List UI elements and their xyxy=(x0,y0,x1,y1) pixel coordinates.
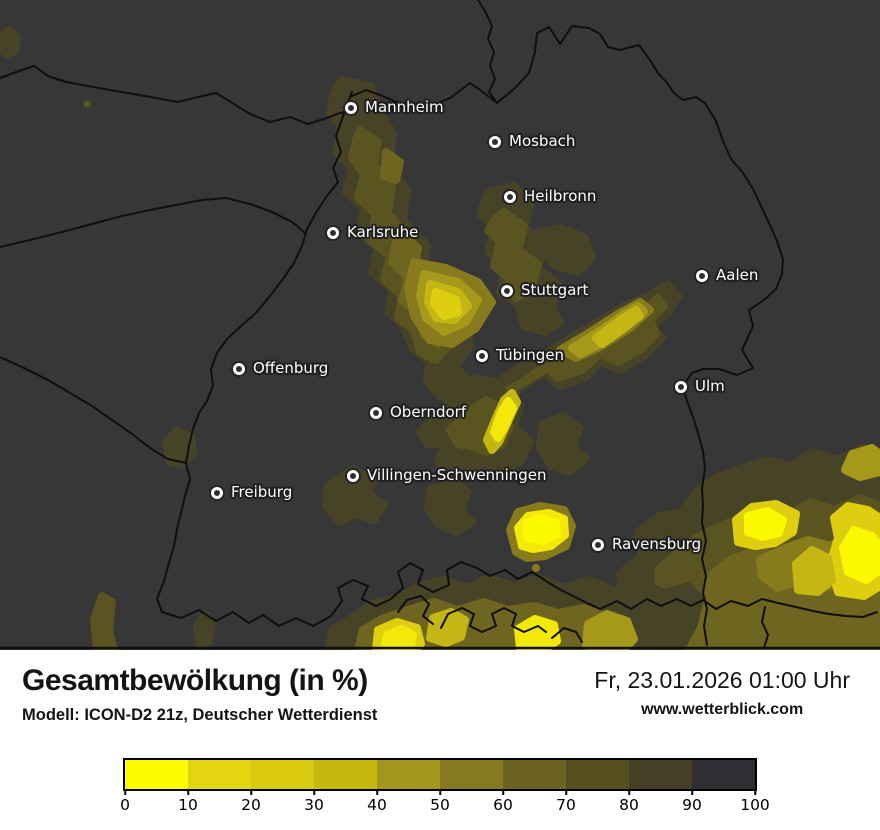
city-marker: Ravensburg xyxy=(592,537,701,552)
city-marker: Stuttgart xyxy=(501,283,588,298)
legend-tick-label: 10 xyxy=(178,796,198,814)
city-dot-icon xyxy=(504,190,516,203)
legend-tick-label: 80 xyxy=(619,796,639,814)
map-borders xyxy=(0,0,880,650)
city-label: Mosbach xyxy=(509,132,576,150)
legend-segment xyxy=(377,760,440,789)
city-dot-icon xyxy=(345,101,357,114)
legend-tickmark xyxy=(376,791,378,795)
city-dot-icon xyxy=(675,380,687,393)
city-dot-icon xyxy=(370,406,382,419)
city-label: Tübingen xyxy=(496,346,565,364)
city-label: Aalen xyxy=(716,266,759,284)
city-marker: Freiburg xyxy=(211,485,292,500)
legend-segment xyxy=(125,760,188,789)
city-label: Mannheim xyxy=(365,98,444,116)
city-label: Ravensburg xyxy=(612,535,702,553)
city-label: Freiburg xyxy=(231,483,293,501)
legend-tick-label: 60 xyxy=(493,796,513,814)
city-dot-icon xyxy=(501,284,513,297)
city-label: Karlsruhe xyxy=(347,223,419,241)
city-label: Offenburg xyxy=(253,359,329,377)
legend-tickmark xyxy=(628,791,630,795)
legend-tick-label: 90 xyxy=(682,796,702,814)
city-marker: Heilbronn xyxy=(504,189,596,204)
city-label: Ulm xyxy=(695,377,725,395)
city-marker: Ulm xyxy=(675,379,725,394)
city-marker: Mannheim xyxy=(345,100,444,115)
legend-segment xyxy=(440,760,503,789)
city-dot-icon xyxy=(489,135,501,148)
city-dot-icon xyxy=(696,269,708,282)
legend-segment xyxy=(188,760,251,789)
legend-tick-label: 0 xyxy=(120,796,130,814)
model-info: Modell: ICON-D2 21z, Deutscher Wetterdie… xyxy=(22,706,378,724)
city-marker: Villingen-Schwenningen xyxy=(347,468,547,483)
page-title: Gesamtbewölkung (in %) xyxy=(22,664,368,697)
legend-tick-label: 100 xyxy=(740,796,770,814)
city-marker: Karlsruhe xyxy=(327,225,418,240)
city-dot-icon xyxy=(347,469,359,482)
city-label: Heilbronn xyxy=(524,187,597,205)
city-label: Oberndorf xyxy=(390,403,467,421)
legend-tick-label: 20 xyxy=(241,796,261,814)
legend-tickmark xyxy=(502,791,504,795)
legend-segment xyxy=(692,760,755,789)
legend-tickmark xyxy=(754,791,756,795)
legend-ticks: 0 10 20 30 40 50 60 70 80 90 100 xyxy=(120,791,770,817)
legend-tick-label: 50 xyxy=(430,796,450,814)
legend-tickmark xyxy=(187,791,189,795)
city-dot-icon xyxy=(592,538,604,551)
legend-tickmark xyxy=(439,791,441,795)
legend-tickmark xyxy=(250,791,252,795)
website-url: www.wetterblick.com xyxy=(641,701,804,718)
city-marker: Oberndorf xyxy=(370,405,466,420)
city-dot-icon xyxy=(327,226,339,239)
city-dot-icon xyxy=(476,349,488,362)
city-label: Villingen-Schwenningen xyxy=(367,466,547,484)
legend-tickmark xyxy=(565,791,567,795)
city-marker: Tübingen xyxy=(476,348,564,363)
footer: Gesamtbewölkung (in %) Modell: ICON-D2 2… xyxy=(0,650,880,830)
cloud-cover-layer xyxy=(0,0,880,650)
city-marker: Mosbach xyxy=(489,134,575,149)
legend-segment xyxy=(314,760,377,789)
legend-tick-label: 70 xyxy=(556,796,576,814)
weather-map: Mannheim Mosbach Heilbronn Karlsruhe Aalen St… xyxy=(0,0,880,650)
legend-segment xyxy=(629,760,692,789)
legend-bar xyxy=(123,758,757,791)
city-marker: Aalen xyxy=(696,268,758,283)
legend-tick-label: 30 xyxy=(304,796,324,814)
city-dot-icon xyxy=(233,362,245,375)
legend-tickmark xyxy=(313,791,315,795)
city-marker: Offenburg xyxy=(233,361,328,376)
legend-segment xyxy=(566,760,629,789)
legend-tick-label: 40 xyxy=(367,796,387,814)
legend-segment xyxy=(251,760,314,789)
forecast-datetime: Fr, 23.01.2026 01:00 Uhr xyxy=(594,667,850,693)
legend-tickmark xyxy=(691,791,693,795)
city-label: Stuttgart xyxy=(521,281,589,299)
city-dot-icon xyxy=(211,486,223,499)
legend-tickmark xyxy=(124,791,126,795)
datetime-block: Fr, 23.01.2026 01:00 Uhr www.wetterblick… xyxy=(594,667,850,719)
legend-segment xyxy=(503,760,566,789)
